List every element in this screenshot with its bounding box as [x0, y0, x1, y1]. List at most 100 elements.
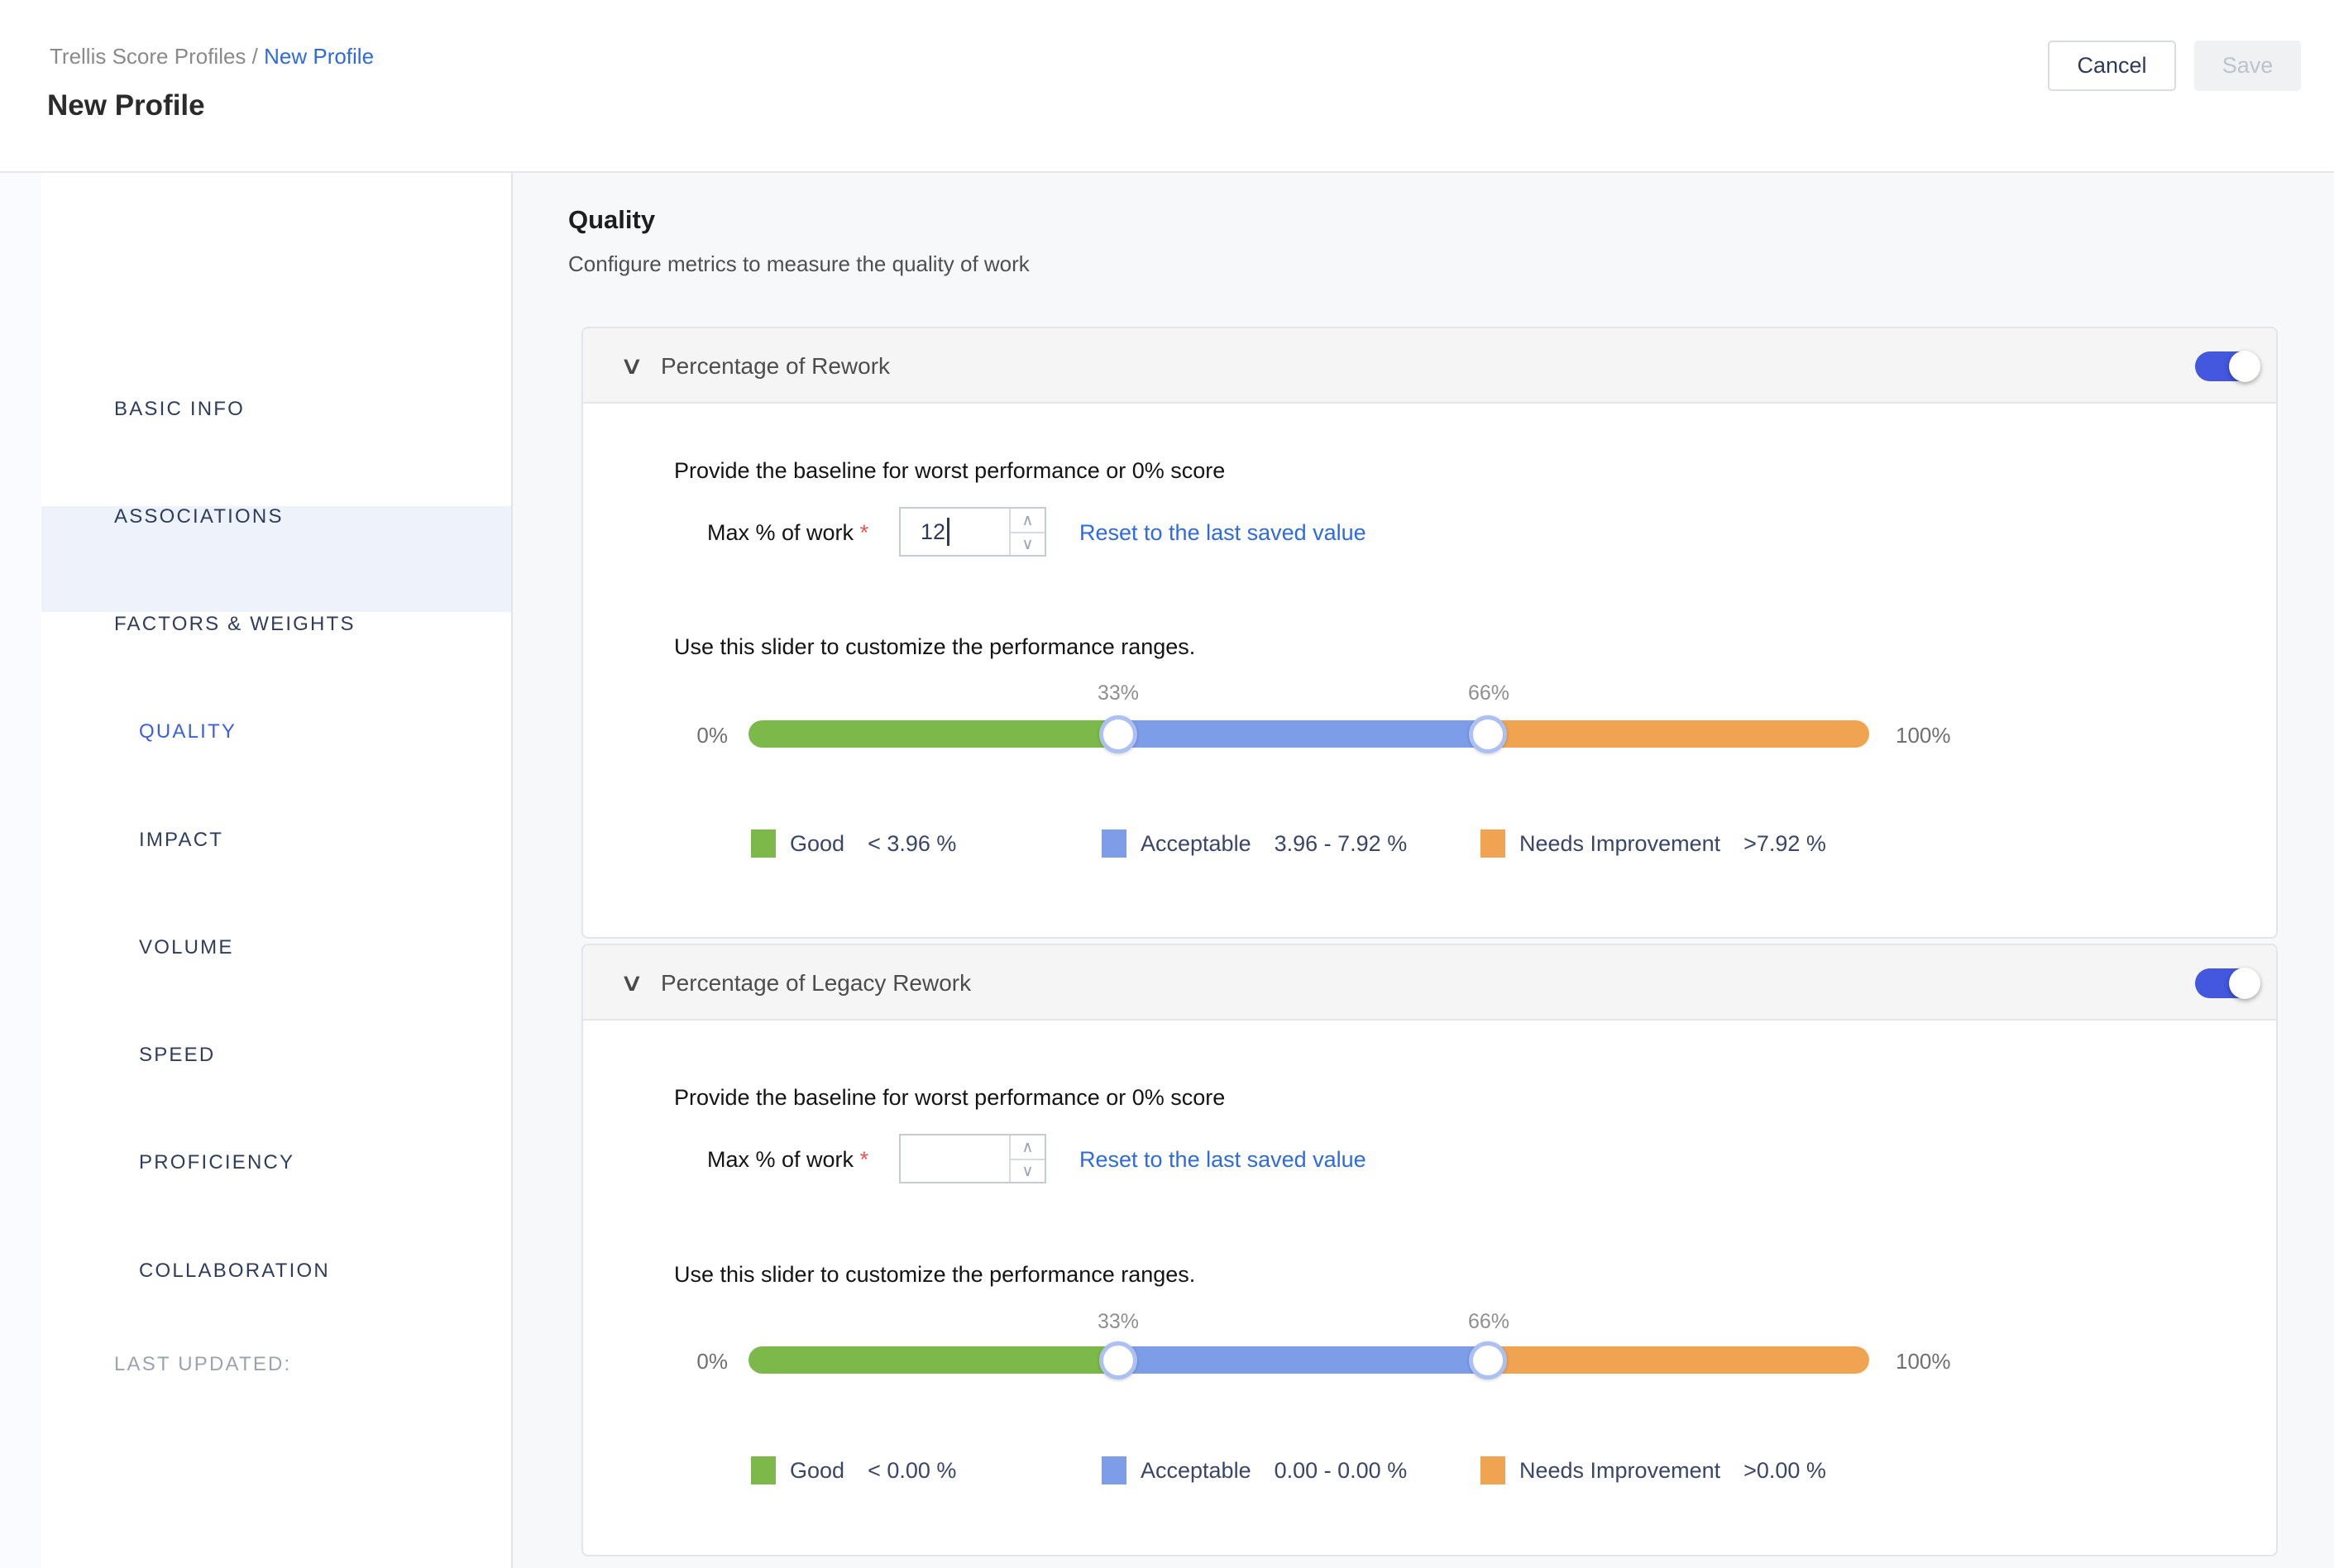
legend-needs-improvement: Needs Improvement >0.00 %	[1480, 1456, 1826, 1484]
acceptable-color-swatch	[1102, 1456, 1126, 1484]
last-updated-label: LAST UPDATED:	[114, 1353, 292, 1375]
increment-icon[interactable]: ∧	[1021, 511, 1034, 529]
required-asterisk: *	[859, 1147, 869, 1172]
slider-acceptable-segment	[1118, 1346, 1489, 1374]
sidebar-item-collaboration[interactable]: COLLABORATION	[139, 1260, 330, 1282]
slider-acceptable-segment	[1118, 720, 1489, 748]
toggle-knob	[2229, 968, 2260, 999]
sidebar-item-volume[interactable]: VOLUME	[139, 936, 234, 958]
number-spinner: ∧ ∨	[1009, 509, 1045, 555]
breadcrumb: Trellis Score Profiles / New Profile	[50, 44, 374, 69]
text-cursor	[947, 518, 950, 546]
slider-min-label: 0%	[696, 1349, 728, 1374]
handle1-percent-label: 33%	[1097, 1310, 1140, 1333]
good-color-swatch	[751, 1456, 776, 1484]
slider-good-segment	[749, 1346, 1119, 1374]
legend-acceptable: Acceptable 3.96 - 7.92 %	[1102, 829, 1407, 858]
metric-card-header[interactable]: ∨ Percentage of Legacy Rework	[583, 945, 2276, 1021]
slider-instruction: Use this slider to customize the perform…	[674, 1262, 1196, 1287]
metric-enabled-toggle[interactable]	[2195, 351, 2260, 382]
slider-handle-1[interactable]	[1099, 715, 1138, 753]
legend-good-label: Good	[790, 830, 845, 856]
slider-max-label: 100%	[1896, 723, 1951, 748]
max-work-value: 12	[921, 519, 946, 544]
metric-enabled-toggle[interactable]	[2195, 968, 2260, 999]
max-work-label: Max % of work *	[707, 520, 869, 545]
slider-needs-segment	[1488, 1346, 1869, 1374]
sidebar-active-highlight	[41, 506, 511, 612]
toggle-knob	[2229, 351, 2260, 382]
metric-card-percentage-of-legacy-rework: ∨ Percentage of Legacy Rework	[581, 944, 2278, 1556]
needs-color-swatch	[1480, 829, 1505, 858]
metric-title: Percentage of Rework	[661, 352, 891, 379]
metric-title: Percentage of Legacy Rework	[661, 969, 972, 996]
sidebar-item-speed[interactable]: SPEED	[139, 1044, 216, 1066]
handle2-percent-label: 66%	[1467, 681, 1510, 705]
legend-good-range: < 0.00 %	[868, 1457, 957, 1483]
sidebar-item-impact[interactable]: IMPACT	[139, 829, 224, 851]
breadcrumb-current[interactable]: New Profile	[264, 44, 375, 69]
slider-good-segment	[749, 720, 1119, 748]
breadcrumb-separator: /	[246, 44, 265, 69]
handle2-percent-label: 66%	[1467, 1310, 1510, 1333]
legend-needs-range: >0.00 %	[1743, 1457, 1826, 1483]
needs-color-swatch	[1480, 1456, 1505, 1484]
sidebar-item-quality[interactable]: QUALITY	[139, 720, 237, 743]
slider-instruction: Use this slider to customize the perform…	[674, 634, 1196, 659]
legend-good-range: < 3.96 %	[868, 830, 957, 856]
metric-card-header[interactable]: ∨ Percentage of Rework	[583, 328, 2276, 404]
save-button[interactable]: Save	[2194, 41, 2301, 91]
legend-acceptable-label: Acceptable	[1141, 1457, 1251, 1483]
legend-acceptable-label: Acceptable	[1141, 830, 1251, 856]
sidebar-item-associations[interactable]: ASSOCIATIONS	[114, 505, 284, 528]
legend-needs-label: Needs Improvement	[1519, 1457, 1721, 1483]
baseline-instruction: Provide the baseline for worst performan…	[674, 1085, 1226, 1110]
section-page-subtitle: Configure metrics to measure the quality…	[568, 251, 1030, 276]
breadcrumb-root[interactable]: Trellis Score Profiles	[50, 44, 246, 69]
slider-needs-segment	[1488, 720, 1869, 748]
slider-handle-1[interactable]	[1099, 1341, 1138, 1379]
left-gutter	[0, 173, 41, 1568]
max-work-input[interactable]: ∧ ∨	[899, 1134, 1046, 1183]
max-work-label: Max % of work *	[707, 1147, 869, 1172]
legend-acceptable-range: 0.00 - 0.00 %	[1274, 1457, 1408, 1483]
reset-link[interactable]: Reset to the last saved value	[1079, 520, 1366, 545]
sidebar-item-proficiency[interactable]: PROFICIENCY	[139, 1151, 295, 1174]
legend-needs-improvement: Needs Improvement >7.92 %	[1480, 829, 1826, 858]
page-title: New Profile	[47, 89, 205, 122]
section-page-title: Quality	[568, 205, 656, 234]
required-asterisk: *	[859, 520, 869, 545]
legend-good: Good < 0.00 %	[751, 1456, 956, 1484]
legend-acceptable-range: 3.96 - 7.92 %	[1274, 830, 1408, 856]
sidebar-item-basic-info[interactable]: BASIC INFO	[114, 398, 246, 420]
chevron-down-icon[interactable]: ∨	[619, 969, 644, 997]
slider-max-label: 100%	[1896, 1349, 1951, 1374]
max-work-input[interactable]: 12 ∧ ∨	[899, 507, 1046, 557]
metric-card-percentage-of-rework: ∨ Percentage of Rework	[581, 327, 2278, 939]
legend-needs-label: Needs Improvement	[1519, 830, 1721, 856]
decrement-icon[interactable]: ∨	[1011, 1159, 1045, 1182]
sidebar-item-factors-weights[interactable]: FACTORS & WEIGHTS	[114, 613, 356, 635]
reset-link[interactable]: Reset to the last saved value	[1079, 1147, 1366, 1172]
legend-good: Good < 3.96 %	[751, 829, 956, 858]
handle1-percent-label: 33%	[1097, 681, 1140, 705]
performance-range-slider	[749, 1341, 1869, 1379]
performance-range-slider	[749, 715, 1869, 753]
legend-needs-range: >7.92 %	[1743, 830, 1826, 856]
baseline-instruction: Provide the baseline for worst performan…	[674, 458, 1226, 483]
slider-handle-2[interactable]	[1469, 715, 1508, 753]
decrement-icon[interactable]: ∨	[1011, 532, 1045, 555]
page-header: Trellis Score Profiles / New Profile New…	[0, 0, 2334, 173]
legend-good-label: Good	[790, 1457, 845, 1483]
chevron-down-icon[interactable]: ∨	[619, 352, 644, 380]
slider-min-label: 0%	[696, 723, 728, 748]
slider-handle-2[interactable]	[1469, 1341, 1508, 1379]
acceptable-color-swatch	[1102, 829, 1126, 858]
good-color-swatch	[751, 829, 776, 858]
cancel-button[interactable]: Cancel	[2048, 41, 2176, 91]
legend-acceptable: Acceptable 0.00 - 0.00 %	[1102, 1456, 1407, 1484]
increment-icon[interactable]: ∧	[1021, 1138, 1034, 1156]
number-spinner: ∧ ∨	[1009, 1135, 1045, 1182]
sidebar-nav: BASIC INFO ASSOCIATIONS FACTORS & WEIGHT…	[41, 173, 513, 1568]
